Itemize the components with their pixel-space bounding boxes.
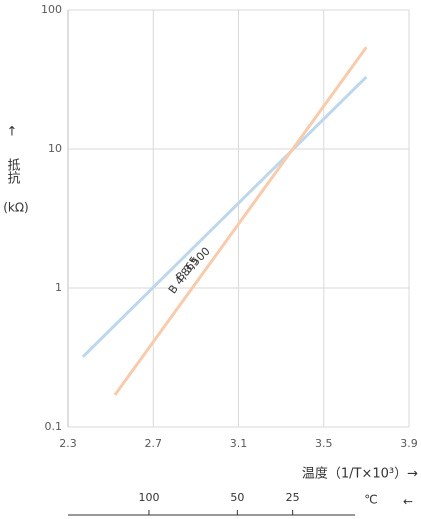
y-label-unit: (kΩ) <box>3 201 28 215</box>
series-line <box>81 75 368 358</box>
x-tick-label: 3.9 <box>400 437 418 450</box>
x2-unit: ℃ <box>364 493 377 507</box>
x-tick-label: 3.1 <box>230 437 248 450</box>
x2-arrow: ← <box>403 495 413 509</box>
x-label: 温度（1/T×10³）→ <box>302 466 418 482</box>
y-tick-label: 10 <box>48 142 62 155</box>
x2-tick-label: 25 <box>286 491 300 504</box>
y-label: 抵抗 <box>5 158 21 185</box>
x-tick-label: 2.3 <box>59 437 77 450</box>
x2-tick-label: 100 <box>138 491 159 504</box>
series-line <box>113 46 368 396</box>
x-tick-label: 2.7 <box>145 437 163 450</box>
y-tick-label: 0.1 <box>45 420 63 433</box>
x-tick-label: 3.5 <box>315 437 333 450</box>
series-label: B 4,865 <box>166 254 201 296</box>
x2-tick-label: 50 <box>230 491 244 504</box>
y-tick-label: 100 <box>41 3 62 16</box>
y-tick-label: 1 <box>55 281 62 294</box>
y-label-arrow: ↑ <box>7 125 18 140</box>
